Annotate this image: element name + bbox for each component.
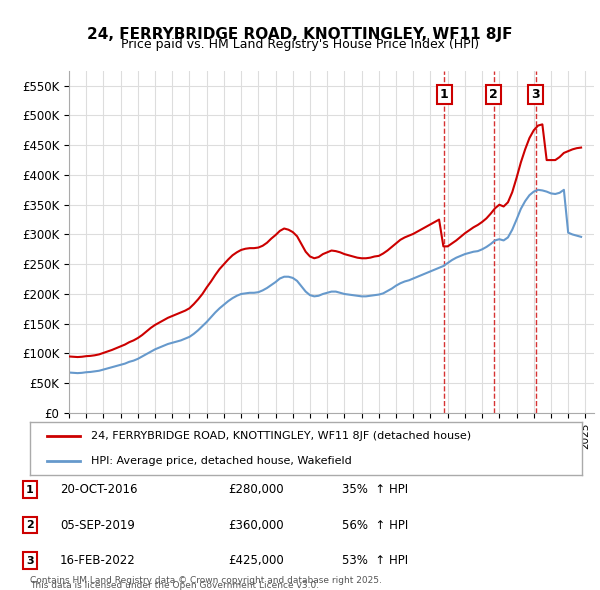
Text: £280,000: £280,000: [228, 483, 284, 496]
Text: 05-SEP-2019: 05-SEP-2019: [60, 519, 135, 532]
Text: 3: 3: [532, 88, 540, 101]
Text: 16-FEB-2022: 16-FEB-2022: [60, 554, 136, 567]
Text: Contains HM Land Registry data © Crown copyright and database right 2025.: Contains HM Land Registry data © Crown c…: [30, 576, 382, 585]
Text: 2: 2: [489, 88, 498, 101]
Text: £425,000: £425,000: [228, 554, 284, 567]
Text: £360,000: £360,000: [228, 519, 284, 532]
Text: This data is licensed under the Open Government Licence v3.0.: This data is licensed under the Open Gov…: [30, 581, 319, 590]
Text: 24, FERRYBRIDGE ROAD, KNOTTINGLEY, WF11 8JF: 24, FERRYBRIDGE ROAD, KNOTTINGLEY, WF11 …: [87, 27, 513, 41]
Text: 20-OCT-2016: 20-OCT-2016: [60, 483, 137, 496]
Text: Price paid vs. HM Land Registry's House Price Index (HPI): Price paid vs. HM Land Registry's House …: [121, 38, 479, 51]
Text: 3: 3: [26, 556, 34, 565]
Text: 1: 1: [440, 88, 449, 101]
Text: 53%  ↑ HPI: 53% ↑ HPI: [342, 554, 408, 567]
Text: 1: 1: [26, 485, 34, 494]
Text: 2: 2: [26, 520, 34, 530]
Text: 56%  ↑ HPI: 56% ↑ HPI: [342, 519, 408, 532]
Text: 35%  ↑ HPI: 35% ↑ HPI: [342, 483, 408, 496]
Text: HPI: Average price, detached house, Wakefield: HPI: Average price, detached house, Wake…: [91, 455, 352, 466]
Text: 24, FERRYBRIDGE ROAD, KNOTTINGLEY, WF11 8JF (detached house): 24, FERRYBRIDGE ROAD, KNOTTINGLEY, WF11 …: [91, 431, 471, 441]
